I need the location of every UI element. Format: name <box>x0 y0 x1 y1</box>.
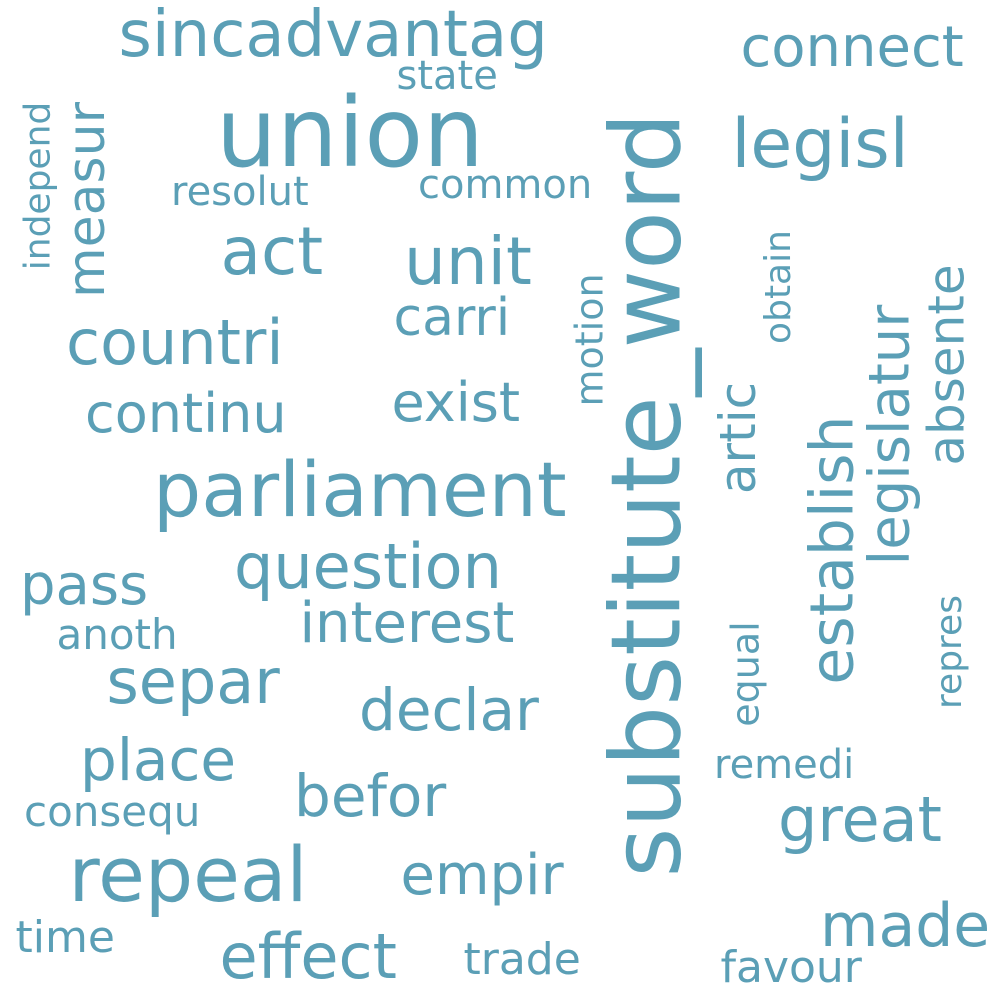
word-sincadvantag: sincadvantag <box>118 0 548 72</box>
word-befor: befor <box>294 762 447 830</box>
word-obtain: obtain <box>757 230 799 344</box>
word-question: question <box>234 530 502 603</box>
word-equal: equal <box>723 621 768 727</box>
word-declar: declar <box>359 676 539 744</box>
word-repeal: repeal <box>68 830 308 919</box>
word-common: common <box>418 162 593 208</box>
word-substitute-word: substitute_word <box>590 112 703 878</box>
word-great: great <box>778 783 942 856</box>
word-carri: carri <box>393 288 511 348</box>
word-empir: empir <box>400 843 564 908</box>
word-trade: trade <box>463 934 581 985</box>
word-parliament: parliament <box>153 445 567 534</box>
word-place: place <box>80 726 237 794</box>
word-independ: independ <box>16 101 58 271</box>
word-absente: absente <box>917 264 976 466</box>
word-interest: interest <box>299 591 515 656</box>
word-remedi: remedi <box>714 742 855 788</box>
word-connect: connect <box>740 15 964 80</box>
word-unit: unit <box>404 223 532 300</box>
word-countri: countri <box>66 306 284 379</box>
word-favour: favour <box>720 942 862 993</box>
word-motion: motion <box>567 273 612 407</box>
word-measur: measur <box>56 102 117 298</box>
word-legisl: legisl <box>731 105 909 184</box>
word-effect: effect <box>219 920 397 993</box>
word-act: act <box>220 213 324 290</box>
word-artic: artic <box>709 381 768 495</box>
word-time: time <box>15 912 115 963</box>
word-continu: continu <box>85 382 287 445</box>
word-resolut: resolut <box>171 169 309 215</box>
word-made: made <box>820 891 991 961</box>
word-pass: pass <box>20 553 149 618</box>
word-consequ: consequ <box>24 787 201 836</box>
word-anoth: anoth <box>56 610 178 659</box>
word-exist: exist <box>391 371 521 434</box>
word-separ: separ <box>106 645 280 718</box>
word-repres: repres <box>928 595 970 709</box>
word-union: union <box>216 77 484 189</box>
word-legislatur: legislatur <box>856 304 922 566</box>
word-establish: establish <box>797 415 868 685</box>
word-state: state <box>396 53 498 99</box>
